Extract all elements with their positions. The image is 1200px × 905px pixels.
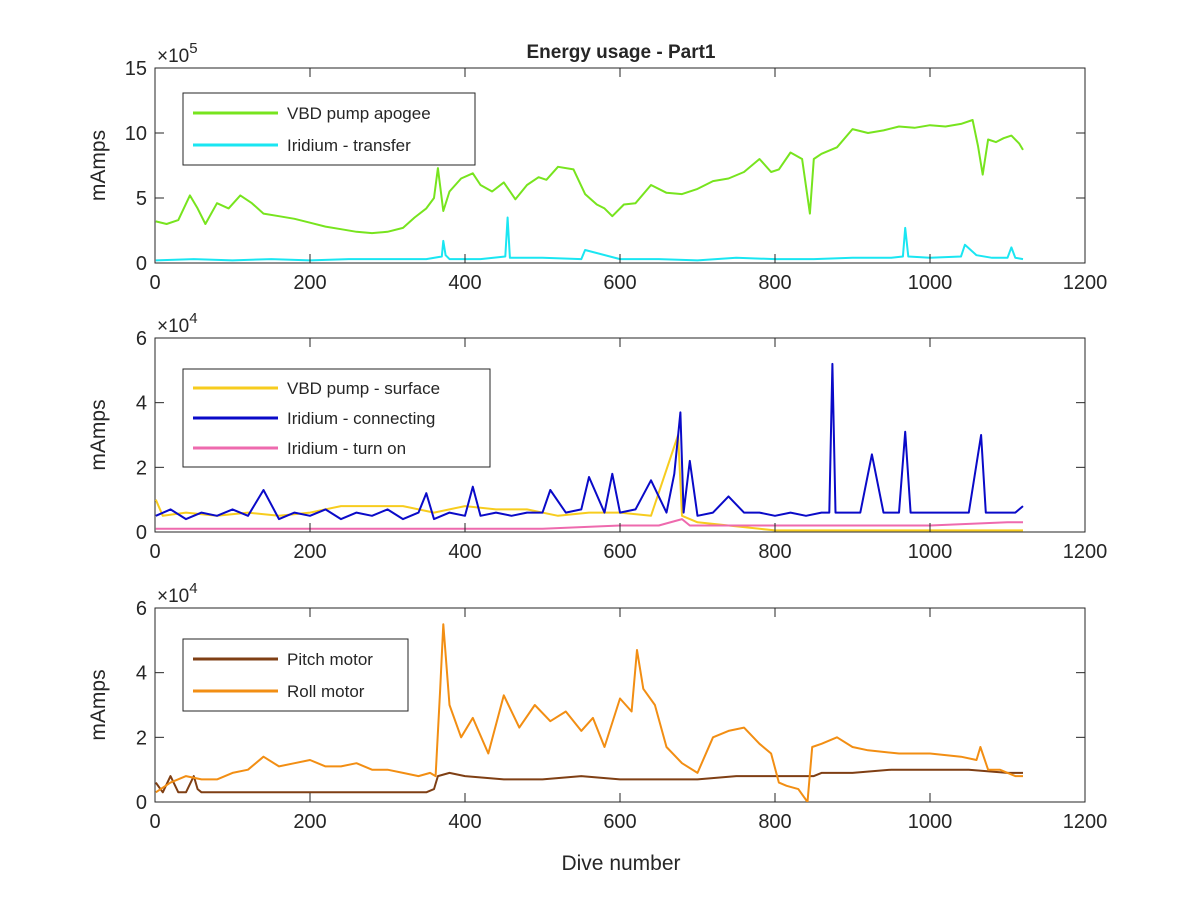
- x-tick-label: 600: [603, 811, 636, 833]
- y-tick-label: 4: [136, 393, 147, 415]
- x-axis-label: Dive number: [561, 852, 680, 875]
- legend-entry: Iridium - turn on: [287, 439, 406, 458]
- figure-title: Energy usage - Part1: [526, 42, 715, 63]
- y-tick-label: 0: [136, 522, 147, 544]
- x-tick-label: 800: [758, 811, 791, 833]
- legend: VBD pump - surface Iridium - connecting Ir…: [182, 368, 491, 468]
- x-tick-label: 400: [448, 272, 481, 294]
- y-axis-exponent: ×104: [157, 310, 198, 337]
- x-tick-label: 1200: [1063, 541, 1108, 563]
- y-tick-label: 15: [125, 58, 147, 80]
- y-tick-label: 5: [136, 188, 147, 210]
- y-axis-exponent-power: 4: [189, 580, 197, 597]
- y-tick-label: 2: [136, 727, 147, 749]
- legend-box: [182, 638, 409, 712]
- x-tick-label: 0: [149, 272, 160, 294]
- x-tick-label: 200: [293, 272, 326, 294]
- panel-3: 0 200 400 600 800 1000 1200 0 2 4 6 ×104 mAmps Pitch …: [87, 580, 1107, 833]
- x-tick-label: 400: [448, 541, 481, 563]
- y-tick-label: 6: [136, 598, 147, 620]
- y-tick-label: 0: [136, 792, 147, 814]
- y-axis-exponent: ×105: [157, 40, 198, 67]
- legend-entry: Roll motor: [287, 682, 365, 701]
- y-tick-label: 10: [125, 123, 147, 145]
- x-tick-label: 600: [603, 541, 636, 563]
- y-tick-label: 6: [136, 328, 147, 350]
- x-tick-label: 1200: [1063, 272, 1108, 294]
- x-tick-label: 600: [603, 272, 636, 294]
- legend-entry: Iridium - connecting: [287, 409, 435, 428]
- series-line-3: [155, 518, 1023, 530]
- y-axis-exponent: ×104: [157, 580, 198, 607]
- legend-entry: VBD pump apogee: [287, 104, 431, 123]
- series-line-2: [155, 362, 1024, 521]
- y-tick-label: 4: [136, 663, 147, 685]
- x-tick-label: 200: [293, 541, 326, 563]
- x-tick-label: 1000: [908, 272, 953, 294]
- series-line-1: [155, 119, 1024, 235]
- y-tick-label: 2: [136, 457, 147, 479]
- x-tick-label: 1200: [1063, 811, 1108, 833]
- x-tick-label: 1000: [908, 541, 953, 563]
- panel-1: 0 200 400 600 800 1000 1200 0 5 10 15 ×105 mAmps VBD …: [87, 40, 1107, 294]
- y-axis-label: mAmps: [87, 130, 110, 201]
- series-line-1: [155, 434, 1023, 532]
- series-line-2: [155, 623, 1023, 802]
- x-tick-label: 400: [448, 811, 481, 833]
- x-tick-label: 800: [758, 272, 791, 294]
- legend: Pitch motor Roll motor: [182, 638, 409, 712]
- legend-entry: Iridium - transfer: [287, 136, 411, 155]
- y-axis-exponent-power: 5: [189, 40, 197, 57]
- y-axis-label: mAmps: [87, 399, 110, 470]
- x-tick-label: 800: [758, 541, 791, 563]
- series-line-1: [155, 768, 1023, 794]
- y-axis-exponent-power: 4: [189, 310, 197, 327]
- y-tick-label: 0: [136, 253, 147, 275]
- panel-2: 0 200 400 600 800 1000 1200 0 2 4 6 ×104 mAmps VBD pu…: [87, 310, 1107, 563]
- legend: VBD pump apogee Iridium - transfer: [182, 92, 476, 166]
- legend-entry: Pitch motor: [287, 650, 373, 669]
- x-tick-label: 0: [149, 811, 160, 833]
- x-tick-label: 0: [149, 541, 160, 563]
- legend-box: [182, 92, 476, 166]
- x-tick-label: 1000: [908, 811, 953, 833]
- y-axis-label: mAmps: [87, 669, 110, 740]
- x-tick-label: 200: [293, 811, 326, 833]
- legend-entry: VBD pump - surface: [287, 379, 440, 398]
